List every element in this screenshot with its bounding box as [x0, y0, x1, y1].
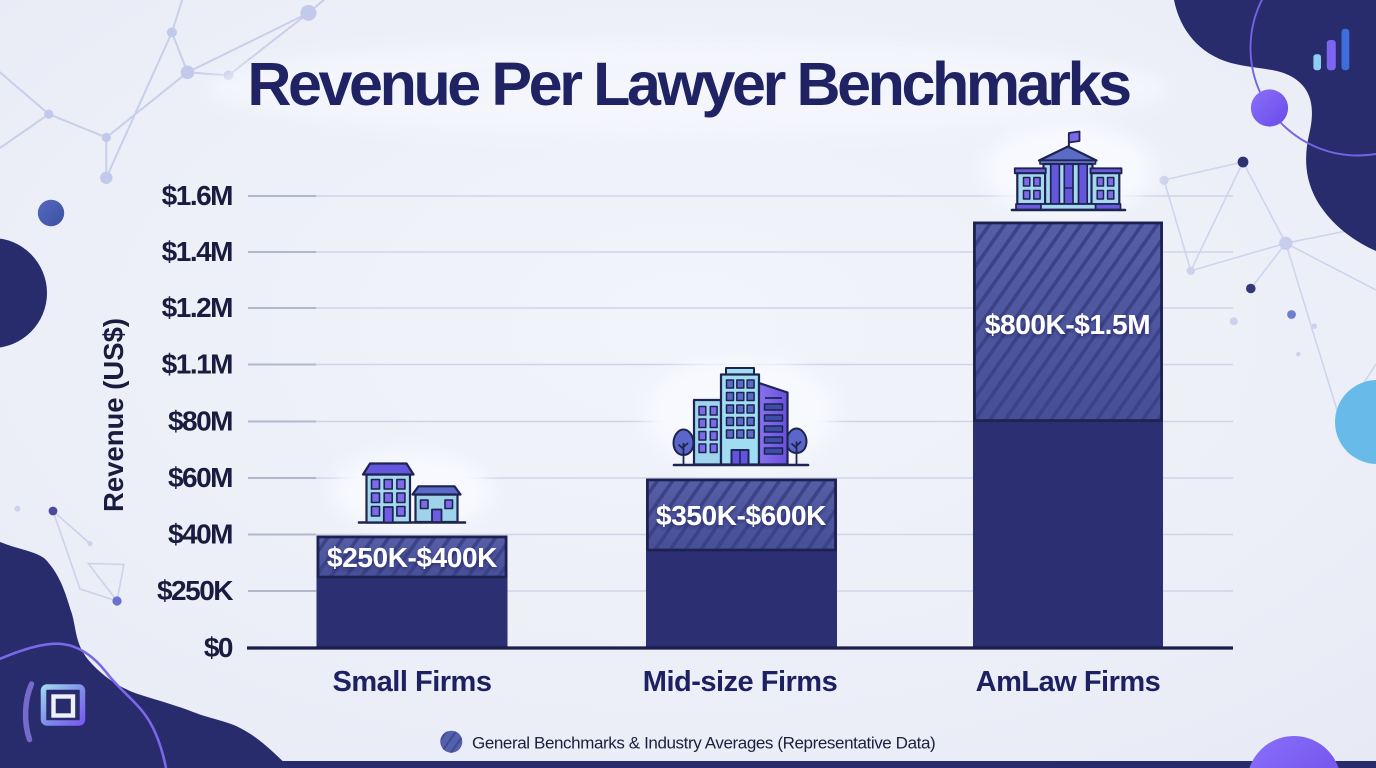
svg-text:$1.1M: $1.1M	[162, 349, 232, 380]
svg-text:$1.4M: $1.4M	[162, 236, 232, 267]
svg-text:$250K: $250K	[157, 575, 233, 606]
svg-text:Revenue Per Lawyer Benchmarks: Revenue Per Lawyer Benchmarks	[247, 50, 1130, 118]
svg-text:Revenue (US$): Revenue (US$)	[98, 318, 129, 512]
svg-text:$800K-$1.5M: $800K-$1.5M	[985, 309, 1150, 340]
svg-text:Small Firms: Small Firms	[333, 666, 492, 698]
svg-text:AmLaw Firms: AmLaw Firms	[976, 666, 1161, 698]
svg-text:$1.6M: $1.6M	[162, 180, 232, 211]
svg-text:$350K-$600K: $350K-$600K	[656, 500, 826, 531]
svg-text:$80M: $80M	[168, 406, 232, 437]
svg-text:$250K-$400K: $250K-$400K	[327, 542, 497, 573]
svg-text:$40M: $40M	[168, 519, 232, 550]
svg-text:$1.2M: $1.2M	[162, 292, 232, 323]
svg-text:Mid-size Firms: Mid-size Firms	[643, 666, 837, 698]
svg-text:$60M: $60M	[168, 462, 232, 493]
svg-text:General Benchmarks & Industry: General Benchmarks & Industry Averages (…	[472, 734, 935, 753]
svg-text:$0: $0	[204, 632, 233, 663]
